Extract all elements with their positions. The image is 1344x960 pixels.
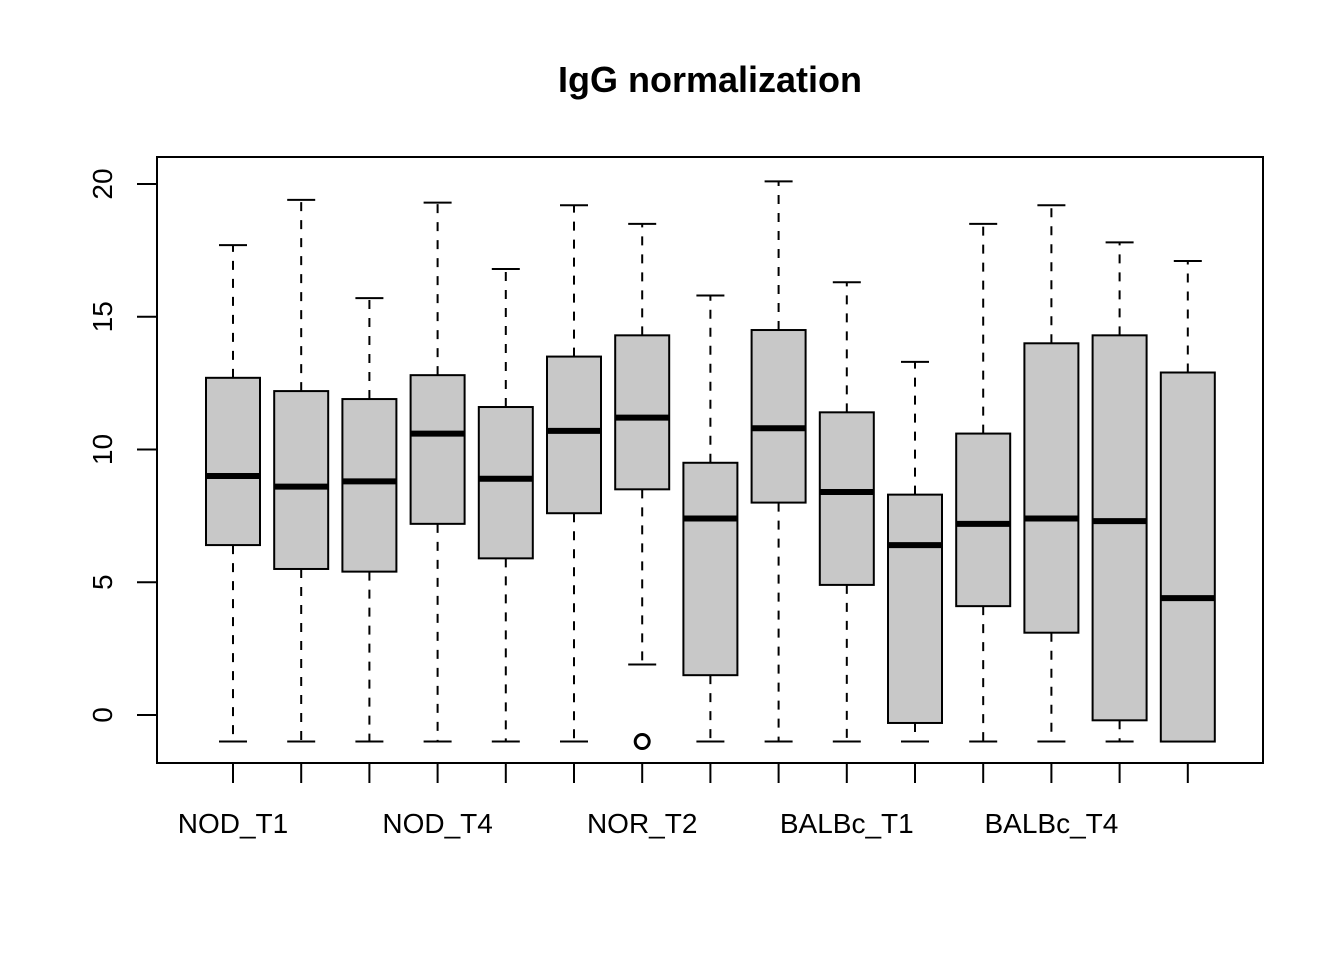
box-13 xyxy=(1023,204,1080,743)
y-tick-label: 20 xyxy=(87,168,118,199)
box-body xyxy=(614,334,671,491)
box-4 xyxy=(409,201,466,743)
x-tick-label: NOD_T1 xyxy=(178,808,288,839)
y-tick-label: 5 xyxy=(87,574,118,590)
y-tick-label: 10 xyxy=(87,434,118,465)
y-axis: 0 5 10 15 20 xyxy=(87,168,158,723)
y-tick-label: 0 xyxy=(87,707,118,723)
box-6 xyxy=(546,204,602,743)
box-body xyxy=(477,406,534,560)
box-body xyxy=(205,376,261,547)
box-11 xyxy=(887,360,943,743)
y-tick-label: 15 xyxy=(87,301,118,332)
box-5 xyxy=(477,267,534,743)
outlier-point xyxy=(633,733,651,751)
box-10 xyxy=(818,281,875,743)
box-9 xyxy=(750,180,807,743)
box-body xyxy=(682,461,739,677)
box-body xyxy=(887,493,943,724)
box-body xyxy=(955,432,1012,608)
box-body xyxy=(341,398,398,573)
box-body xyxy=(273,390,330,570)
box-body xyxy=(750,329,807,504)
box-body xyxy=(818,411,875,586)
box-3 xyxy=(341,297,398,743)
x-axis: NOD_T1 NOD_T4 NOR_T2 BALBc_T1 BALBc_T4 xyxy=(178,763,1189,839)
box-12 xyxy=(955,222,1012,743)
x-tick-label: NOR_T2 xyxy=(587,808,697,839)
box-2 xyxy=(273,198,330,743)
box-7 xyxy=(614,222,671,751)
box-body xyxy=(1159,371,1216,743)
box-body xyxy=(409,374,466,525)
x-tick-label: NOD_T4 xyxy=(382,808,492,839)
box-15 xyxy=(1159,259,1216,743)
boxplot-series xyxy=(205,180,1216,751)
chart-title: IgG normalization xyxy=(558,59,862,100)
x-tick-label: BALBc_T4 xyxy=(984,808,1118,839)
box-body xyxy=(1023,342,1080,634)
box-body xyxy=(546,355,602,515)
box-14 xyxy=(1091,241,1148,743)
x-tick-label: BALBc_T1 xyxy=(780,808,914,839)
box-1 xyxy=(205,244,261,743)
box-8 xyxy=(682,294,739,743)
box-body xyxy=(1091,334,1148,722)
